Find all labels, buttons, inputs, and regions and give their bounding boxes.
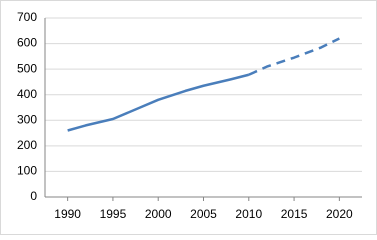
x-tick-label: 2010 [235, 207, 262, 221]
x-tick-label: 2020 [326, 207, 353, 221]
y-tick-label: 600 [17, 36, 37, 50]
x-tick-label: 2005 [190, 207, 217, 221]
y-tick-label: 0 [30, 189, 37, 203]
y-tick-label: 100 [17, 164, 37, 178]
series-line [248, 37, 340, 76]
x-tick-label: 1990 [54, 207, 81, 221]
chart-border [0, 0, 377, 235]
x-tick-label: 2000 [145, 207, 172, 221]
y-tick-label: 300 [17, 112, 37, 126]
y-tick-label: 700 [17, 10, 37, 24]
x-tick-label: 1995 [100, 207, 127, 221]
y-tick-label: 200 [17, 138, 37, 152]
y-tick-label: 400 [17, 87, 37, 101]
series-line [67, 73, 250, 132]
x-tick-label: 2015 [281, 207, 308, 221]
y-tick-label: 500 [17, 61, 37, 75]
chart: 0 100 200 300 400 500 600 700 1990 1995 2000 2005 20… [0, 0, 377, 235]
